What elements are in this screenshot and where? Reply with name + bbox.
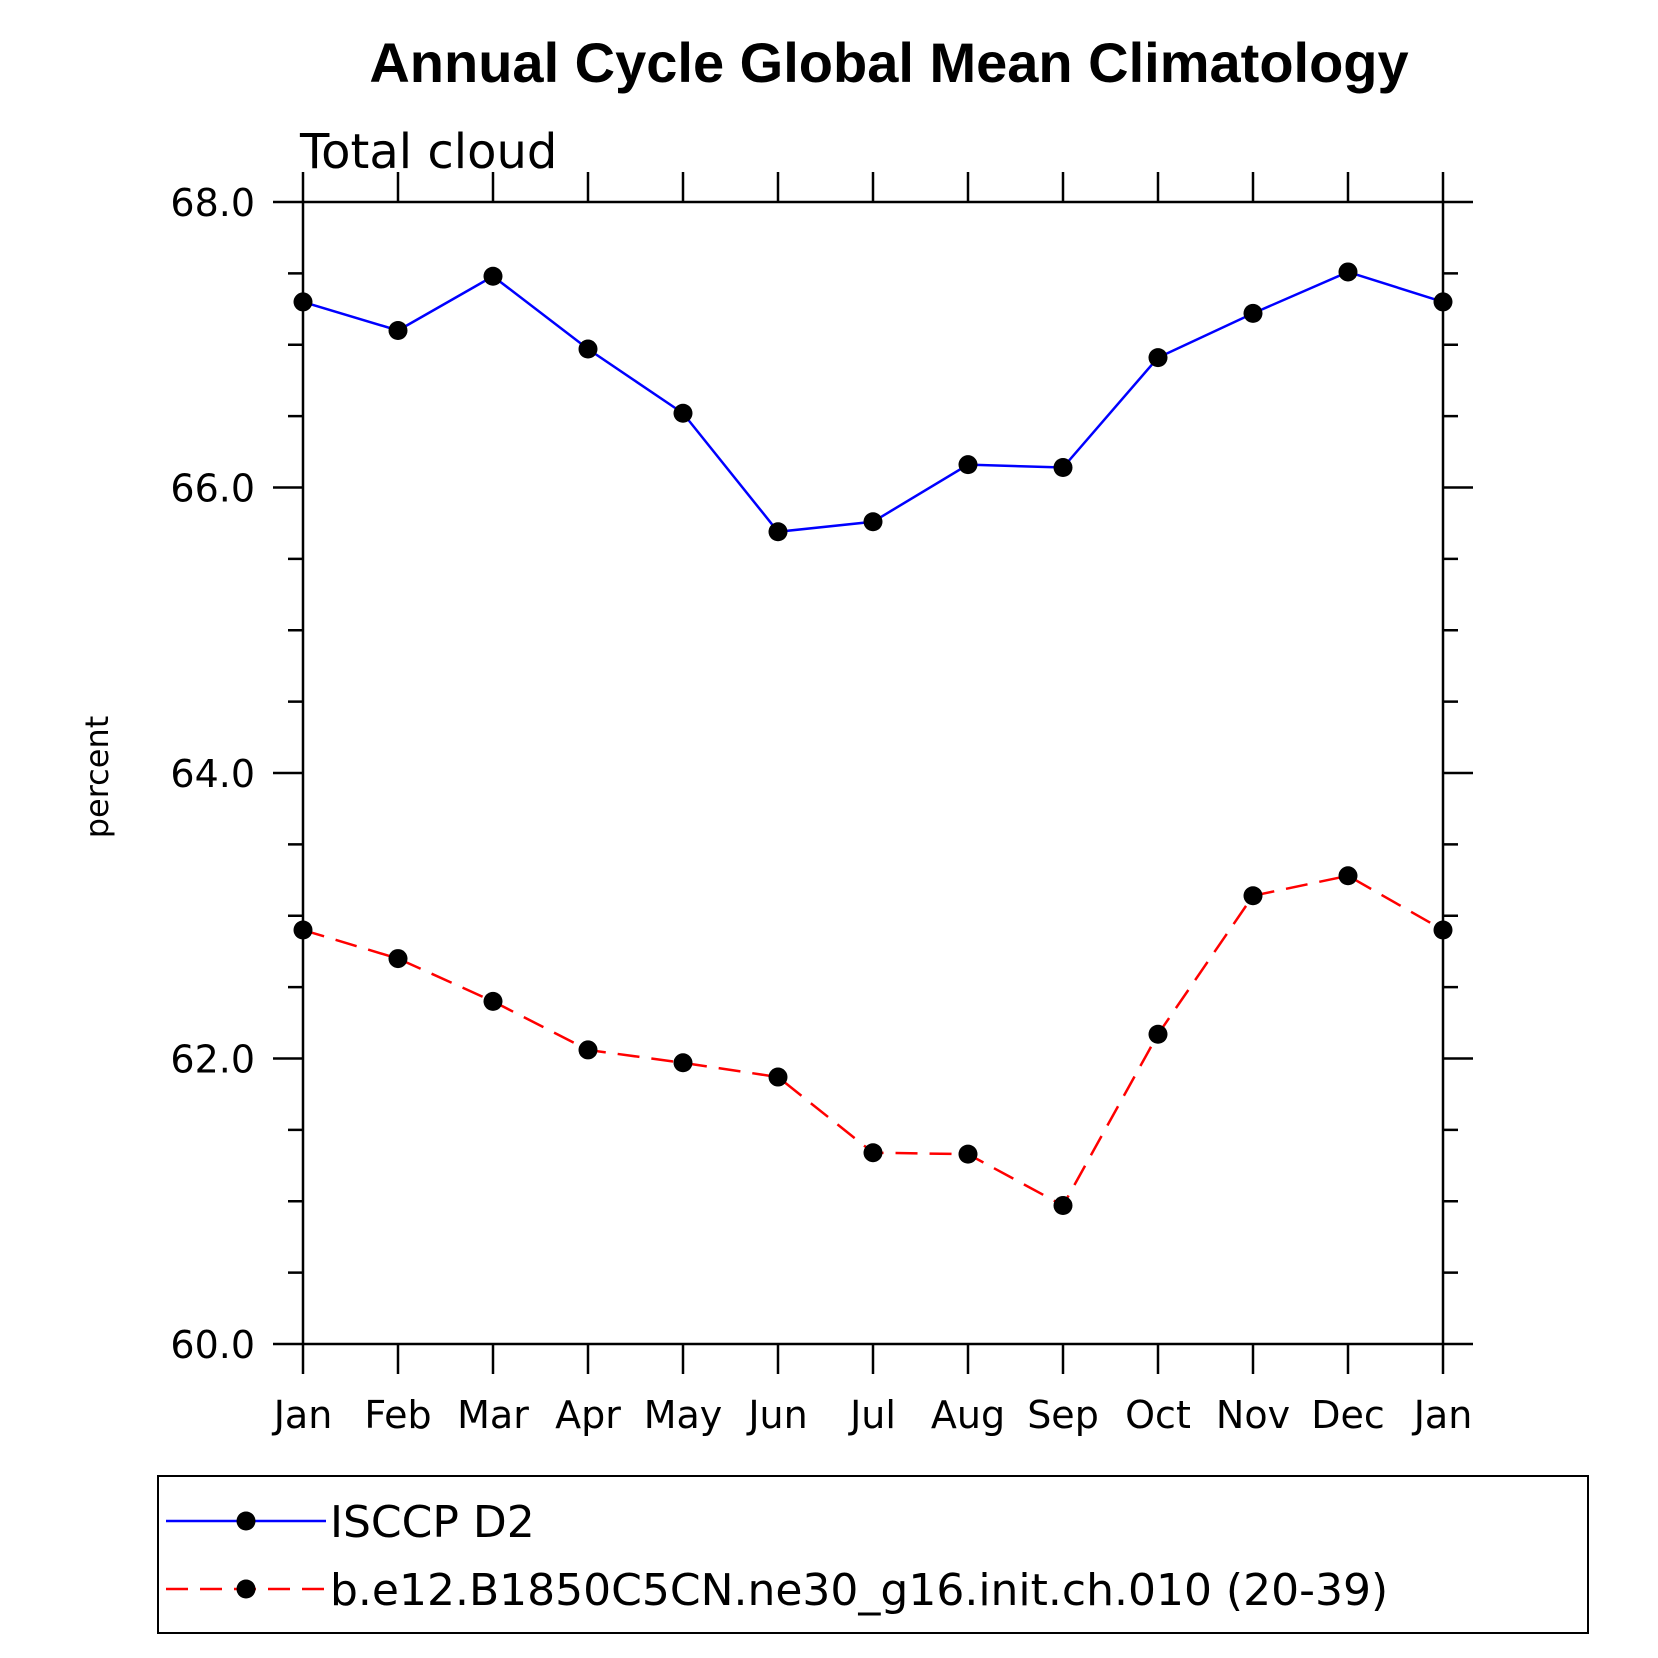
axis-ticks xyxy=(273,172,1473,1374)
series-2-point xyxy=(293,920,313,940)
legend: ISCCP D2 b.e12.B1850C5CN.ne30_g16.init.ch… xyxy=(157,1475,1589,1634)
x-tick-label: Jan xyxy=(272,1393,333,1437)
x-tick-label: Jun xyxy=(746,1393,807,1437)
y-tick-label: 62.0 xyxy=(170,1038,255,1082)
legend-marker-2 xyxy=(236,1579,256,1599)
x-tick-label: Apr xyxy=(555,1393,621,1437)
series-2-point xyxy=(768,1067,788,1087)
series-1-point xyxy=(388,320,408,340)
series-2-point xyxy=(1053,1196,1073,1216)
x-tick-label: Nov xyxy=(1216,1393,1290,1437)
y-tick-label: 60.0 xyxy=(170,1323,255,1367)
series-1-point xyxy=(673,403,693,423)
plot-frame xyxy=(301,200,1445,1346)
series-2-point xyxy=(483,991,503,1011)
y-tick-label: 66.0 xyxy=(170,467,255,511)
series-2-point xyxy=(1433,920,1453,940)
x-tick-label: May xyxy=(644,1393,723,1437)
x-tick-label: Jul xyxy=(848,1393,896,1437)
series-2-point xyxy=(1243,886,1263,906)
chart-title: Annual Cycle Global Mean Climatology xyxy=(369,31,1408,94)
series-1-point xyxy=(1053,458,1073,478)
x-tick-label: Dec xyxy=(1311,1393,1385,1437)
series-1-point xyxy=(578,339,598,359)
y-tick-labels: 60.0 62.0 64.0 66.0 68.0 xyxy=(170,181,255,1367)
series-1-point xyxy=(768,522,788,542)
legend-box xyxy=(157,1475,1589,1634)
series-1-point xyxy=(483,266,503,286)
x-tick-label: Jan xyxy=(1412,1393,1473,1437)
series-2-point xyxy=(578,1040,598,1060)
series-1-point xyxy=(1338,262,1358,282)
series-line-1 xyxy=(302,270,1444,534)
x-tick-label: Oct xyxy=(1125,1393,1191,1437)
x-tick-label: Feb xyxy=(364,1393,431,1437)
series-2-point xyxy=(673,1053,693,1073)
legend-label-1: ISCCP D2 xyxy=(330,1497,535,1548)
series-2-point xyxy=(388,949,408,969)
series-2-point xyxy=(863,1143,883,1163)
x-tick-label: Mar xyxy=(457,1393,529,1437)
series-group xyxy=(293,262,1453,1216)
series-1-point xyxy=(1148,348,1168,368)
legend-marker-1 xyxy=(236,1511,256,1531)
x-tick-label: Sep xyxy=(1027,1393,1099,1437)
x-tick-label: Aug xyxy=(931,1393,1005,1437)
series-1-point xyxy=(1243,303,1263,323)
y-axis-label: percent xyxy=(78,716,116,839)
series-1-point xyxy=(863,512,883,532)
y-tick-label: 68.0 xyxy=(170,181,255,225)
y-tick-label: 64.0 xyxy=(170,752,255,796)
series-1-point xyxy=(293,292,313,312)
x-tick-labels: Jan Feb Mar Apr May Jun Jul Aug Sep Oct Nov Dec Jan xyxy=(272,1393,1473,1437)
series-2-point xyxy=(1148,1024,1168,1044)
series-2-point xyxy=(958,1144,978,1164)
series-1-point xyxy=(1433,292,1453,312)
chart-subtitle: Total cloud xyxy=(299,124,557,180)
axes xyxy=(301,200,1445,1346)
series-2-point xyxy=(1338,866,1358,886)
series-1-point xyxy=(958,455,978,475)
legend-label-2: b.e12.B1850C5CN.ne30_g16.init.ch.010 (20… xyxy=(330,1565,1388,1616)
